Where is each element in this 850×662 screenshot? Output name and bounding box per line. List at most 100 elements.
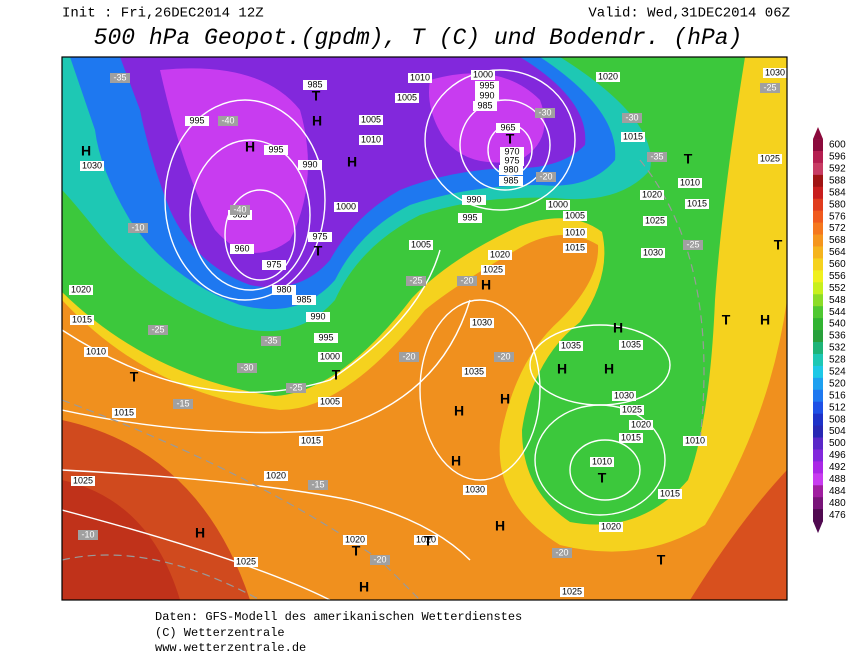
pressure-label-box (683, 436, 707, 446)
temperature-label-box (535, 108, 555, 118)
colorbar-label: 596 (829, 152, 846, 163)
colorbar-swatch (813, 198, 823, 212)
temperature-label: -15 (311, 479, 324, 489)
temperature-label-box (218, 116, 238, 126)
temperature-label-box (406, 276, 426, 286)
temperature-label-box (622, 113, 642, 123)
temperature-label-box (230, 205, 250, 215)
pressure-label: 1010 (86, 346, 106, 356)
pressure-center: H (613, 320, 623, 336)
pressure-label-box (306, 312, 330, 322)
pressure-label-box (590, 457, 614, 467)
pressure-label: 1010 (685, 435, 705, 445)
pressure-label: 1015 (72, 314, 92, 324)
temperature-label-box (370, 555, 390, 565)
temperature-label-box (399, 352, 419, 362)
pressure-center: H (312, 113, 322, 129)
colorbar-label: 564 (829, 247, 846, 258)
pressure-label-box (559, 341, 583, 351)
temperature-label-box (536, 172, 556, 182)
pressure-label-box (496, 123, 520, 133)
pressure-label-box (408, 73, 432, 83)
colorbar-label: 500 (829, 438, 846, 449)
pressure-label: 1015 (623, 131, 643, 141)
pressure-label: 1025 (622, 404, 642, 414)
pressure-label: 1005 (397, 92, 417, 102)
pressure-center: H (760, 312, 770, 328)
temperature-label-box (552, 548, 572, 558)
pressure-label-box (475, 91, 499, 101)
pressure-center: T (722, 312, 731, 328)
temperature-label: -25 (289, 382, 302, 392)
colorbar-swatch (813, 306, 823, 319)
pressure-label: 1005 (565, 210, 585, 220)
pressure-label: 990 (466, 194, 481, 204)
pressure-label-box (619, 433, 643, 443)
pressure-label: 1030 (614, 390, 634, 400)
pressure-label-box (71, 476, 95, 486)
colorbar-label: 576 (829, 211, 846, 222)
colorbar-label: 484 (829, 486, 846, 497)
pressure-label: 965 (500, 122, 515, 132)
temperature-label-box (457, 276, 477, 286)
pressure-label-box (462, 367, 486, 377)
pressure-label: 1035 (621, 339, 641, 349)
pressure-label-box (619, 340, 643, 350)
pressure-label-box (395, 93, 419, 103)
pressure-label-box (359, 115, 383, 125)
pressure-label-box (272, 285, 296, 295)
colorbar-label: 520 (829, 378, 846, 389)
valid-time: Valid: Wed,31DEC2014 06Z (588, 6, 790, 22)
pressure-label: 1025 (236, 556, 256, 566)
pressure-label-box (234, 557, 258, 567)
pressure-center: H (604, 361, 614, 377)
pressure-label-box (318, 397, 342, 407)
temperature-label: -20 (555, 547, 568, 557)
colorbar-swatch (813, 282, 823, 295)
colorbar-swatch (813, 401, 823, 415)
pressure-label-box (643, 216, 667, 226)
pressure-label: 985 (307, 79, 322, 89)
colorbar-label: 580 (829, 199, 846, 210)
temperature-label: -30 (240, 362, 253, 372)
colorbar-label: 548 (829, 295, 846, 306)
pressure-label-box (488, 250, 512, 260)
pressure-label-box (112, 408, 136, 418)
colorbar: 6005965925885845805765725685645605565525… (813, 127, 846, 534)
pressure-label-box (758, 154, 782, 164)
colorbar-label: 476 (829, 510, 846, 521)
colorbar-label: 508 (829, 414, 846, 425)
colorbar-swatch (813, 210, 823, 224)
pressure-label-box (80, 161, 104, 171)
pressure-label-box (334, 202, 358, 212)
pressure-center: T (684, 151, 693, 167)
colorbar-swatch (813, 389, 823, 403)
pressure-label-box (409, 240, 433, 250)
pressure-label: 1020 (490, 249, 510, 259)
pressure-center: T (312, 88, 321, 104)
colorbar-swatch (813, 270, 823, 283)
footer-line: www.wetterzentrale.de (155, 641, 306, 655)
colorbar-label: 516 (829, 390, 846, 401)
pressure-label-box (359, 135, 383, 145)
pressure-label: 970 (504, 146, 519, 156)
pressure-label-box (612, 391, 636, 401)
temperature-label: -20 (402, 351, 415, 361)
pressure-label-box (499, 176, 523, 186)
temperature-label-box (148, 325, 168, 335)
pressure-label-box (318, 352, 342, 362)
temperature-label: -35 (264, 335, 277, 345)
pressure-label-box (621, 132, 645, 142)
colorbar-label: 588 (829, 175, 846, 186)
pressure-center: H (245, 139, 255, 155)
colorbar-swatch (813, 246, 823, 259)
pressure-label-box (308, 232, 332, 242)
pressure-label: 1000 (548, 199, 568, 209)
pressure-center: T (506, 131, 515, 147)
pressure-label-box (471, 70, 495, 80)
colorbar-label: 480 (829, 498, 846, 509)
colorbar-swatch (813, 342, 823, 355)
pressure-label-box (185, 116, 209, 126)
colorbar-label: 536 (829, 331, 846, 342)
pressure-label-box (470, 318, 494, 328)
